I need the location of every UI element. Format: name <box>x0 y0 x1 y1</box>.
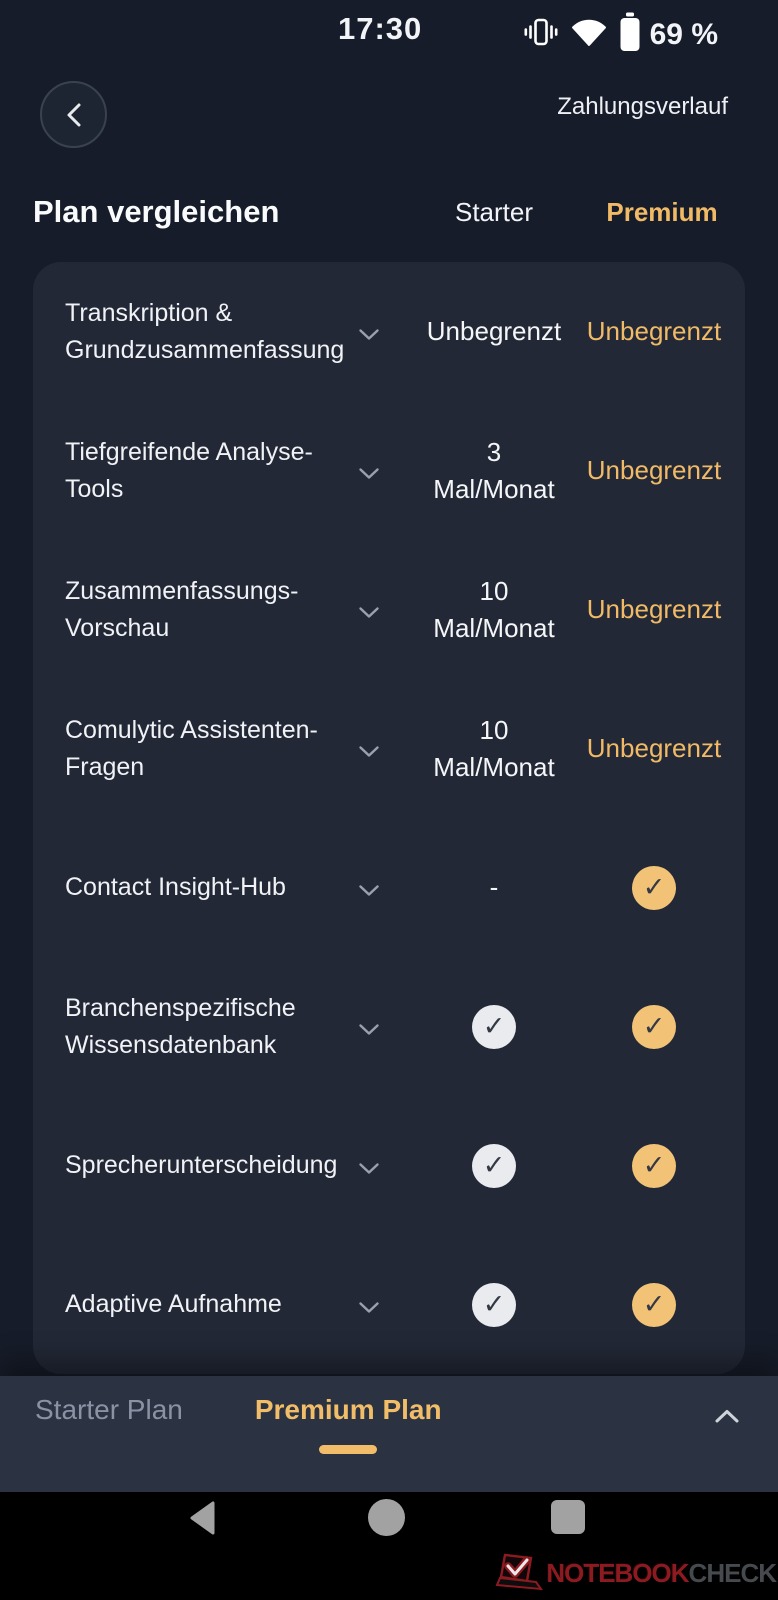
premium-value: Unbegrenzt <box>586 316 722 346</box>
feature-row[interactable]: Comulytic Assistenten-Fragen 10 Mal/Monat… <box>65 679 729 818</box>
vibrate-icon <box>523 14 559 55</box>
starter-check-icon: ✓ <box>472 1004 516 1049</box>
back-button[interactable] <box>40 81 107 148</box>
starter-value: ✓ <box>409 1143 579 1188</box>
starter-value: ✓ <box>409 1282 579 1327</box>
feature-name: Tiefgreifende Analyse-Tools <box>65 437 313 503</box>
feature-row[interactable]: Zusammenfassungs-Vorschau 10 Mal/Monat Un… <box>65 540 729 679</box>
premium-value: ✓ <box>579 1282 729 1327</box>
premium-value: ✓ <box>579 865 729 910</box>
feature-row[interactable]: Tiefgreifende Analyse-Tools 3 Mal/Monat U… <box>65 401 729 540</box>
feature-name: Adaptive Aufnahme <box>65 1290 282 1318</box>
premium-value: ✓ <box>579 1143 729 1188</box>
feature-name: Branchenspezifische Wissensdatenbank <box>65 993 296 1059</box>
premium-check-icon: ✓ <box>632 1282 676 1327</box>
starter-value: 3 Mal/Monat <box>433 436 555 504</box>
watermark-notebook-text: NOTEBOOK <box>546 1557 689 1588</box>
wifi-icon <box>570 17 608 52</box>
premium-check-icon: ✓ <box>632 865 676 910</box>
chevron-down-icon[interactable] <box>358 884 380 897</box>
notebookcheck-watermark: NOTEBOOK CHECK <box>495 1550 777 1596</box>
feature-name: Transkription & Grundzusammenfassung <box>65 298 345 364</box>
chevron-up-icon[interactable] <box>714 1408 740 1424</box>
feature-row[interactable]: Sprecherunterscheidung ✓ ✓ <box>65 1096 729 1235</box>
nav-home-icon[interactable] <box>368 1499 405 1536</box>
feature-name: Contact Insight-Hub <box>65 873 286 901</box>
chevron-down-icon[interactable] <box>358 1162 380 1175</box>
premium-value: ✓ <box>579 1004 729 1049</box>
page-title: Plan vergleichen <box>33 194 280 229</box>
premium-value: Unbegrenzt <box>586 455 722 485</box>
feature-row[interactable]: Branchenspezifische Wissensdatenbank ✓ ✓ <box>65 957 729 1096</box>
watermark-check-text: CHECK <box>688 1557 777 1588</box>
starter-value: 10 Mal/Monat <box>433 575 555 643</box>
plan-bottom-sheet: Starter Plan Premium Plan <box>0 1376 778 1492</box>
battery-icon <box>619 12 641 57</box>
chevron-down-icon[interactable] <box>358 1023 380 1036</box>
chevron-down-icon[interactable] <box>358 606 380 619</box>
nav-recents-icon[interactable] <box>551 1500 585 1534</box>
feature-name: Zusammenfassungs-Vorschau <box>65 576 299 642</box>
feature-name: Sprecherunterscheidung <box>65 1151 338 1179</box>
starter-check-icon: ✓ <box>472 1143 516 1188</box>
chevron-down-icon[interactable] <box>358 745 380 758</box>
payment-history-link[interactable]: Zahlungsverlauf <box>557 93 728 120</box>
starter-value: - <box>489 872 499 902</box>
feature-row[interactable]: Adaptive Aufnahme ✓ ✓ <box>65 1235 729 1374</box>
premium-value: Unbegrenzt <box>586 594 722 624</box>
notebookcheck-logo-icon <box>495 1550 544 1596</box>
premium-check-icon: ✓ <box>632 1004 676 1049</box>
battery-percent-label: 69 % <box>649 17 718 51</box>
chevron-left-icon <box>61 100 87 130</box>
starter-value: 10 Mal/Monat <box>433 714 555 782</box>
feature-row[interactable]: Contact Insight-Hub - ✓ <box>65 818 729 957</box>
starter-value: ✓ <box>409 1004 579 1049</box>
plan-comparison-card: Transkription & Grundzusammenfassung Unb… <box>33 262 745 1374</box>
tab-premium-plan[interactable]: Premium Plan <box>254 1394 442 1425</box>
column-header-starter: Starter <box>454 196 534 227</box>
starter-value: Unbegrenzt <box>426 316 562 346</box>
feature-name: Comulytic Assistenten-Fragen <box>65 715 318 781</box>
tab-starter-plan[interactable]: Starter Plan <box>35 1394 183 1425</box>
premium-value: Unbegrenzt <box>586 733 722 763</box>
column-header-premium: Premium <box>606 196 718 227</box>
premium-check-icon: ✓ <box>632 1143 676 1188</box>
starter-check-icon: ✓ <box>472 1282 516 1327</box>
nav-back-icon[interactable] <box>188 1500 216 1536</box>
chevron-down-icon[interactable] <box>358 1301 380 1314</box>
chevron-down-icon[interactable] <box>358 467 380 480</box>
clock: 17:30 <box>338 11 423 46</box>
status-bar: 17:30 69 % <box>0 0 778 62</box>
feature-row[interactable]: Transkription & Grundzusammenfassung Unb… <box>65 262 729 401</box>
chevron-down-icon[interactable] <box>358 328 380 341</box>
